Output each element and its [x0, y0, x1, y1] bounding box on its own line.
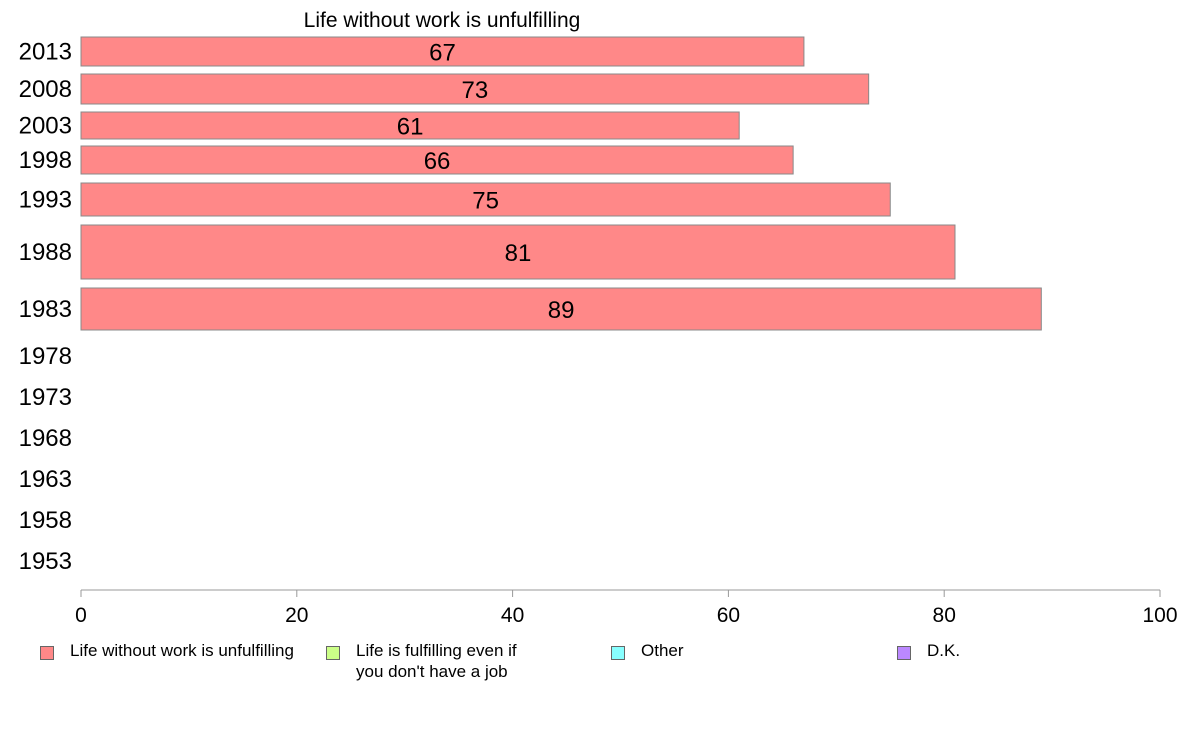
legend-item-fulfilling: Life is fulfilling even if you don't hav…	[326, 640, 517, 682]
legend: Life without work is unfulfilling Life i…	[0, 640, 1188, 690]
chart-title: Life without work is unfulfilling	[304, 9, 581, 32]
legend-item-other: Other	[611, 640, 684, 661]
bar-2003	[80, 111, 740, 140]
y-tick-label-1958: 1958	[19, 507, 72, 534]
y-tick-label-1998: 1998	[19, 147, 72, 174]
legend-swatch	[326, 646, 340, 660]
bar-1998	[80, 145, 794, 175]
y-tick-label-1953: 1953	[19, 548, 72, 575]
legend-swatch	[40, 646, 54, 660]
bar-2008	[80, 73, 870, 105]
x-tick-label-20: 20	[285, 604, 308, 627]
legend-label: Life is fulfilling even if you don't hav…	[356, 641, 517, 681]
y-tick-label-1968: 1968	[19, 425, 72, 452]
y-tick-label-1993: 1993	[19, 187, 72, 214]
bar-1993	[80, 182, 891, 217]
y-tick-label-2008: 2008	[19, 76, 72, 103]
y-tick-label-1983: 1983	[19, 296, 72, 323]
y-tick-label-1963: 1963	[19, 466, 72, 493]
bar-2013	[80, 36, 805, 67]
y-tick-label-1988: 1988	[19, 239, 72, 266]
data-label-1983: 89	[548, 297, 575, 324]
data-label-1998: 66	[424, 148, 451, 175]
x-tick-label-100: 100	[1142, 604, 1177, 627]
y-axis-labels: 2013 2008 2003 1998 1993 1988 1983 1978 1973 1968…	[19, 39, 72, 576]
x-tick-label-60: 60	[717, 604, 740, 627]
legend-label: D.K.	[927, 641, 961, 660]
y-tick-label-2013: 2013	[19, 39, 72, 66]
bar-1988	[80, 224, 956, 280]
data-label-2013: 67	[429, 40, 456, 67]
y-tick-label-2003: 2003	[19, 113, 72, 140]
legend-swatch	[897, 646, 911, 660]
data-label-2008: 73	[461, 77, 488, 104]
legend-label: Other	[641, 641, 684, 660]
legend-swatch	[611, 646, 625, 660]
legend-label: Life without work is unfulfilling	[70, 641, 294, 660]
y-tick-label-1978: 1978	[19, 343, 72, 370]
bar-1983	[80, 287, 1042, 331]
x-tick-label-0: 0	[75, 604, 87, 627]
x-axis: 0 20 40 60 80 100	[75, 589, 1178, 627]
y-tick-label-1973: 1973	[19, 384, 72, 411]
legend-item-dk: D.K.	[897, 640, 960, 661]
x-tick-label-80: 80	[933, 604, 956, 627]
data-label-1988: 81	[505, 240, 532, 267]
legend-item-unfulfilling: Life without work is unfulfilling	[40, 640, 294, 661]
data-label-2003: 61	[397, 114, 424, 141]
data-label-1993: 75	[472, 188, 499, 215]
x-tick-label-40: 40	[501, 604, 524, 627]
